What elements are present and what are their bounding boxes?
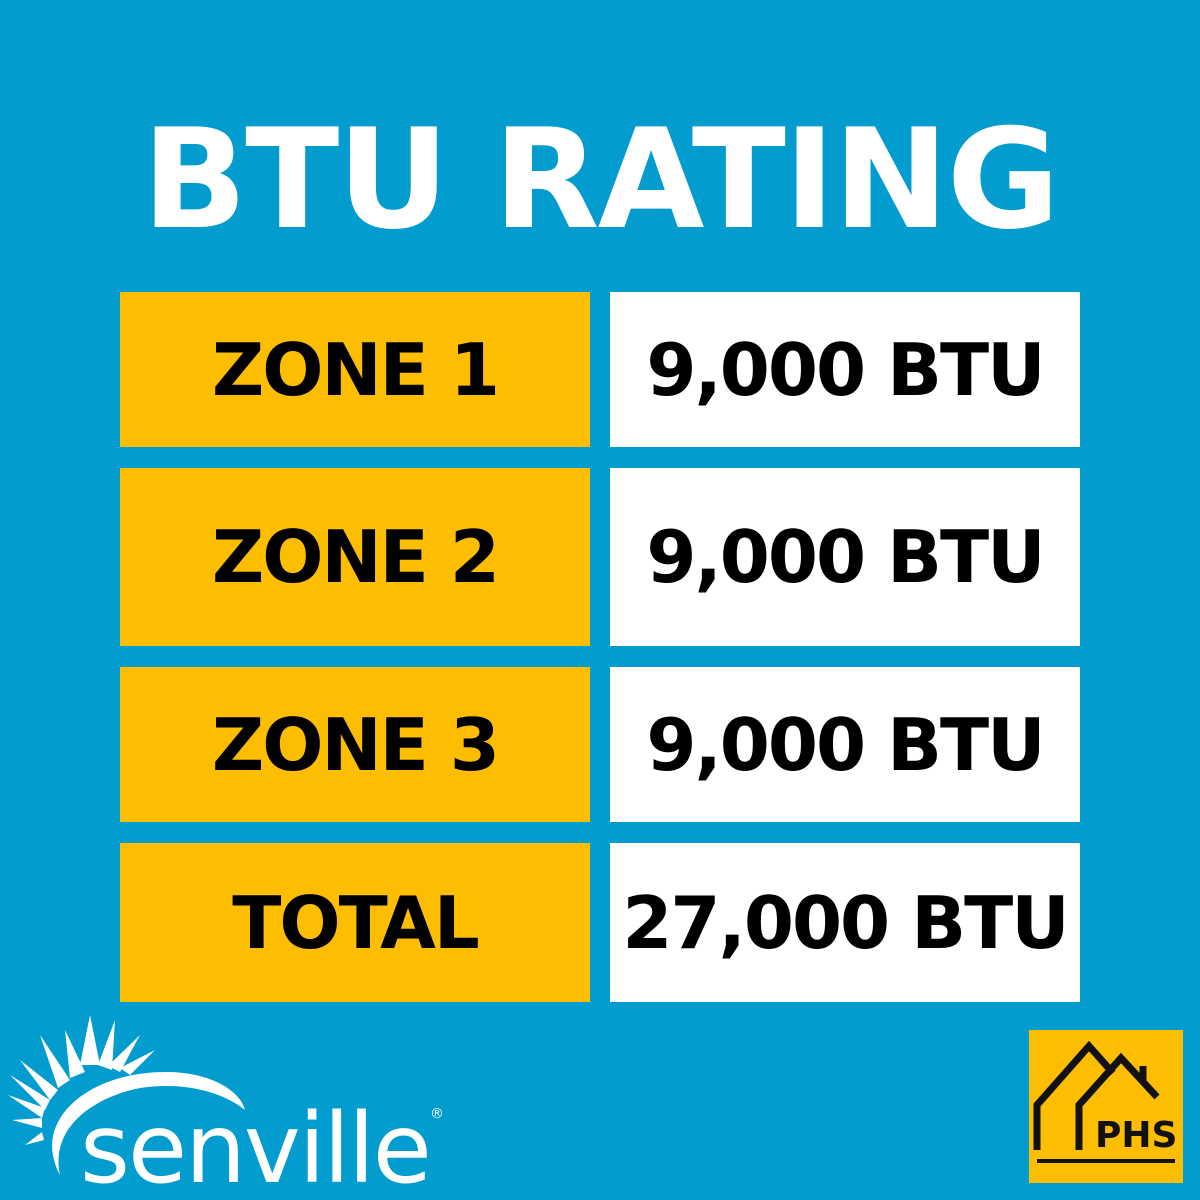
zone-3-value: 9,000 BTU (610, 667, 1080, 822)
sun-icon (8, 1015, 155, 1145)
zone-1-value: 9,000 BTU (610, 292, 1080, 447)
senville-wordmark: senville (80, 1093, 430, 1200)
phs-wordmark: PHS (1095, 1115, 1177, 1156)
swoosh-icon (52, 1071, 246, 1175)
house-icon (1033, 1040, 1160, 1150)
total-value: 27,000 BTU (610, 843, 1080, 1002)
zone-1-label: ZONE 1 (120, 292, 590, 447)
zone-3-label: ZONE 3 (120, 667, 590, 822)
senville-logo: senville ® (8, 1015, 444, 1200)
total-label: TOTAL (120, 843, 590, 1002)
registered-mark: ® (430, 1106, 444, 1122)
phs-logo: PHS (1029, 1030, 1183, 1183)
page-title: BTU RATING (141, 99, 1060, 260)
zone-2-value: 9,000 BTU (610, 468, 1080, 646)
zone-2-label: ZONE 2 (120, 468, 590, 646)
